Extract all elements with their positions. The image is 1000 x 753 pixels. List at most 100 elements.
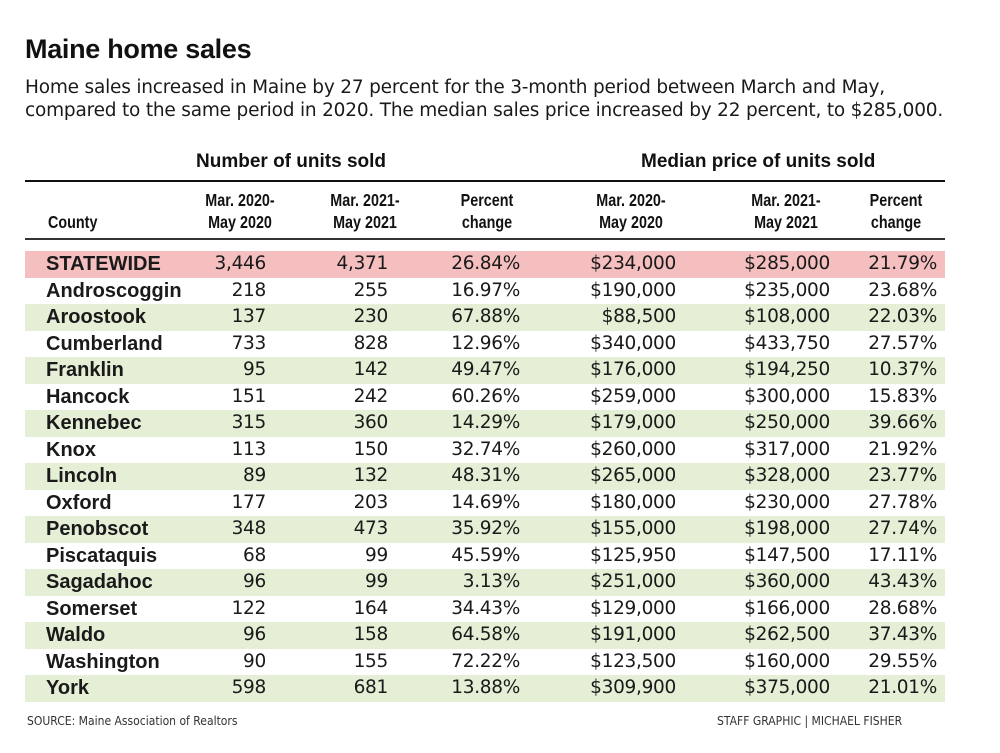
county-name: Penobscot (46, 518, 149, 540)
col-header-county: County (48, 212, 98, 232)
cell-units-pct: 34.43% (451, 597, 520, 619)
cell-price-pct: 28.68% (868, 597, 937, 619)
cell-price-2021: $147,500 (744, 544, 830, 566)
table-row: Aroostook 137 230 67.88% $88,500 $108,000 22.0… (25, 304, 945, 331)
table-row: Cumberland 733 828 12.96% $340,000 $433,750 27… (25, 331, 945, 358)
cell-units-pct: 49.47% (451, 359, 520, 380)
cell-price-2021: $375,000 (744, 677, 830, 698)
cell-price-2021: $250,000 (744, 412, 830, 433)
col-header-price-2020: Mar. 2020- May 2020 (590, 189, 672, 233)
cell-units-pct: 14.69% (451, 491, 520, 513)
cell-units-2020: 89 (243, 465, 266, 486)
cell-price-2020: $309,900 (590, 677, 676, 698)
cell-units-2020: 68 (243, 544, 266, 566)
cell-units-2020: 96 (243, 571, 266, 592)
cell-price-2021: $285,000 (744, 253, 830, 274)
group-header-price: Median price of units sold (641, 151, 876, 172)
cell-units-pct: 64.58% (451, 624, 520, 645)
col-header-line: Percent (460, 190, 514, 210)
cell-units-2020: 3,446 (214, 253, 267, 274)
col-header-line: change (461, 212, 513, 232)
cell-units-pct: 16.97% (451, 279, 520, 301)
table-row: York 598 681 13.88% $309,900 $375,000 21.01% (25, 675, 945, 702)
cell-price-2020: $234,000 (590, 253, 676, 274)
cell-price-2020: $176,000 (590, 359, 676, 380)
chart-subtitle: Home sales increased in Maine by 27 perc… (25, 77, 944, 121)
cell-price-2021: $235,000 (744, 279, 830, 301)
col-header-units-2021: Mar. 2021- May 2021 (324, 189, 406, 233)
county-name: York (46, 677, 89, 699)
cell-units-2020: 348 (231, 518, 267, 539)
col-header-line: Percent (869, 190, 923, 210)
cell-price-pct: 21.79% (868, 253, 937, 274)
table-row: Washington 90 155 72.22% $123,500 $160,000 29.… (25, 649, 945, 676)
cell-price-pct: 39.66% (868, 412, 937, 433)
col-header-price-pct: Percent change (855, 189, 937, 233)
cell-units-2020: 95 (243, 359, 266, 380)
cell-units-2021: 150 (353, 438, 389, 460)
cell-price-2021: $198,000 (744, 518, 830, 539)
cell-price-pct: 15.83% (868, 385, 937, 407)
cell-price-2021: $328,000 (744, 465, 830, 486)
cell-units-2021: 360 (353, 412, 389, 433)
cell-units-2021: 828 (353, 332, 389, 354)
cell-units-pct: 67.88% (451, 306, 520, 327)
cell-units-2020: 151 (231, 385, 267, 407)
cell-units-2021: 473 (353, 518, 389, 539)
col-header-units-pct: Percent change (446, 189, 528, 233)
col-header-line: May 2021 (333, 212, 397, 232)
cell-price-pct: 27.74% (868, 518, 937, 539)
cell-price-2021: $317,000 (744, 438, 830, 460)
credit-note: STAFF GRAPHIC | MICHAEL FISHER (717, 714, 903, 728)
cell-units-pct: 48.31% (451, 465, 520, 486)
cell-price-2021: $194,250 (744, 359, 830, 380)
cell-price-2020: $191,000 (590, 624, 676, 645)
col-header-line: May 2020 (208, 212, 272, 232)
chart-title: Maine home sales (25, 34, 252, 64)
cell-units-2020: 96 (243, 624, 266, 645)
table-row: Androscoggin 218 255 16.97% $190,000 $235,000… (25, 278, 945, 305)
county-name: Lincoln (46, 465, 118, 487)
col-header-price-2021: Mar. 2021- May 2021 (745, 189, 827, 233)
cell-price-2020: $125,950 (590, 544, 676, 566)
col-header-line: May 2021 (754, 212, 818, 232)
cell-units-2021: 203 (353, 491, 389, 513)
col-header-line: May 2020 (599, 212, 663, 232)
cell-price-2021: $108,000 (744, 306, 830, 327)
cell-units-pct: 3.13% (462, 571, 521, 592)
cell-price-pct: 21.01% (868, 677, 937, 698)
table-row: Oxford 177 203 14.69% $180,000 $230,000 27.78% (25, 490, 945, 517)
cell-units-2021: 230 (353, 306, 389, 327)
cell-units-2021: 99 (365, 571, 388, 592)
cell-price-2020: $155,000 (590, 518, 676, 539)
cell-units-pct: 60.26% (451, 385, 520, 407)
table-row: Franklin 95 142 49.47% $176,000 $194,250 10.37… (25, 357, 945, 384)
county-name: Waldo (46, 624, 106, 646)
cell-units-2021: 155 (353, 650, 389, 672)
cell-price-2021: $160,000 (744, 650, 830, 672)
cell-price-pct: 37.43% (868, 624, 937, 645)
cell-units-2020: 90 (243, 650, 266, 672)
cell-price-pct: 43.43% (868, 571, 937, 592)
cell-units-2020: 598 (231, 677, 267, 698)
county-name: Aroostook (46, 306, 146, 328)
table-row: Kennebec 315 360 14.29% $179,000 $250,000 39.6… (25, 410, 945, 437)
cell-price-2021: $262,500 (744, 624, 830, 645)
cell-units-2021: 255 (353, 279, 389, 301)
cell-price-2020: $129,000 (590, 597, 676, 619)
cell-units-pct: 12.96% (451, 332, 520, 354)
cell-units-pct: 32.74% (451, 438, 520, 460)
col-header-line: change (870, 212, 922, 232)
table-row: Lincoln 89 132 48.31% $265,000 $328,000 23.77% (25, 463, 945, 490)
group-header-units: Number of units sold (196, 151, 386, 172)
cell-price-2020: $265,000 (590, 465, 676, 486)
county-name: Androscoggin (46, 279, 182, 302)
county-name: Oxford (46, 491, 112, 514)
cell-units-pct: 14.29% (451, 412, 520, 433)
table-row: Waldo 96 158 64.58% $191,000 $262,500 37.43% (25, 622, 945, 649)
col-header-units-2020: Mar. 2020- May 2020 (199, 189, 281, 233)
cell-price-2020: $251,000 (590, 571, 676, 592)
county-name: Cumberland (46, 332, 163, 355)
col-header-line: Mar. 2021- (751, 190, 821, 210)
cell-price-pct: 23.68% (868, 279, 937, 301)
